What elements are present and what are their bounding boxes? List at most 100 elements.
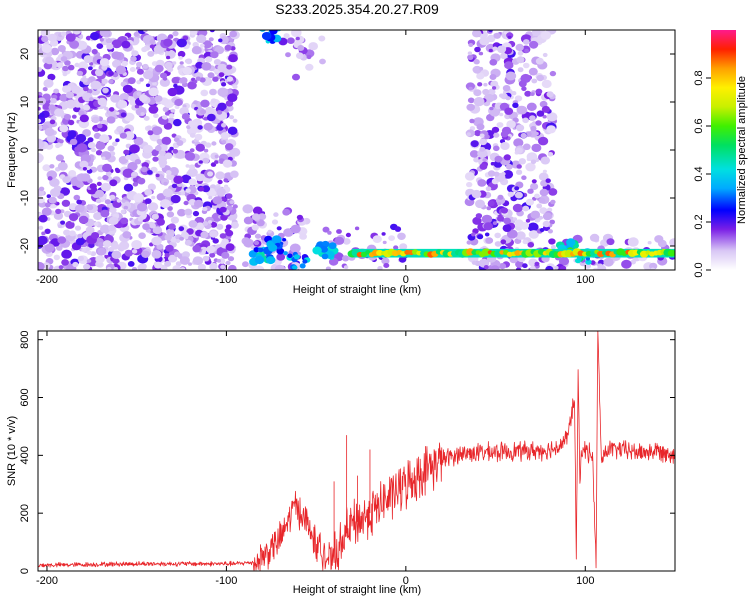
spectrogram-cell <box>108 79 114 84</box>
spectrogram-cell <box>61 199 71 207</box>
spectrogram-cell <box>548 188 558 196</box>
spectrogram-cell <box>293 254 300 260</box>
snr-x-label: Height of straight line (km) <box>293 584 421 596</box>
spectrogram-cell <box>178 56 183 60</box>
spectrogram-cell <box>287 37 295 44</box>
spectrogram-cell <box>152 81 157 86</box>
spectrogram-cell <box>243 238 254 248</box>
spectrogram-cell <box>212 76 219 82</box>
spectrogram-cell <box>221 140 227 144</box>
spectrogram-cell <box>494 155 503 163</box>
spectrogram-cell <box>511 91 517 96</box>
spectrogram-cell <box>95 150 103 156</box>
spectrogram-cell <box>282 238 287 242</box>
spectrogram-cell <box>53 254 60 261</box>
spectrogram-cell <box>175 261 182 267</box>
spectrogram-cell <box>49 164 55 169</box>
spectrogram-cell <box>526 102 537 112</box>
spectrogram-cell <box>514 191 523 199</box>
spectrogram-cell <box>377 266 383 270</box>
spectrogram-cell <box>365 250 371 255</box>
spectrogram-cell <box>96 43 104 49</box>
spectrogram-cell <box>89 97 94 102</box>
spectrogram-cell <box>58 265 64 270</box>
spectrogram-cell <box>342 238 351 245</box>
spectrogram-cell <box>243 216 253 225</box>
spectrogram-cell <box>117 100 128 109</box>
spectrogram-cell <box>535 120 542 126</box>
y-tick-label: 200 <box>19 504 31 522</box>
spectrogram-cell <box>188 178 197 186</box>
spectrogram-cell <box>505 71 517 81</box>
spectrogram-cell <box>182 66 192 75</box>
spectrogram-cell <box>512 102 519 109</box>
spectrogram-cell <box>55 143 61 149</box>
spectrogram-cell <box>322 226 330 233</box>
spectrogram-cell <box>184 152 196 161</box>
spectrogram-cell <box>122 231 132 239</box>
spectrogram-cell <box>167 34 174 39</box>
spectrogram-cell <box>505 96 511 101</box>
spectrogram-cell <box>189 132 196 138</box>
spectrogram-cell <box>196 34 207 44</box>
spectrogram-cell <box>252 206 263 215</box>
spectrogram-cell <box>523 62 530 69</box>
spectrogram-cell <box>140 166 148 173</box>
spectrogram-cell <box>62 85 71 93</box>
spectrogram-cell <box>168 223 176 230</box>
spectrogram-cell <box>232 204 238 209</box>
spectrogram-cell <box>276 253 286 261</box>
spectrogram-cell <box>174 98 183 107</box>
colorbar-tick-label: 0.4 <box>693 166 705 181</box>
spectrogram-cell <box>296 52 304 59</box>
spectrogram-cell <box>226 76 234 82</box>
spectrogram-cell <box>513 138 524 148</box>
spectrogram-cell <box>155 173 160 178</box>
spectrogram-cell <box>372 235 382 244</box>
spectrogram-cell <box>171 183 177 189</box>
spectrogram-cell <box>216 223 224 230</box>
spectrogram-cell <box>38 43 43 49</box>
spectrogram-cell <box>209 221 218 228</box>
y-tick-label: 800 <box>19 330 31 348</box>
spectrogram-cell <box>669 238 675 247</box>
spectrogram-cell <box>202 255 210 262</box>
spectrogram-cell <box>540 156 550 165</box>
spectrogram-cell <box>516 169 523 175</box>
spectrogram-cell <box>603 257 614 267</box>
spectrogram-cell <box>102 87 109 94</box>
spectrogram-cell <box>470 140 479 148</box>
spectrogram-cell <box>507 35 512 39</box>
spectrogram-cell <box>168 231 175 237</box>
spectrogram-cell <box>125 154 132 160</box>
spectrogram-cell <box>102 163 112 173</box>
spectrogram-cell <box>42 102 51 110</box>
spectrogram-cell <box>514 95 523 102</box>
spectrogram-cell <box>221 82 227 87</box>
spectrogram-cell <box>548 238 556 245</box>
spectrogram-cell <box>472 216 482 225</box>
spectrogram-cell <box>521 175 527 180</box>
spectrogram-cell <box>90 80 102 90</box>
spectrogram-cell <box>170 194 181 204</box>
spectrogram-cell <box>81 248 87 253</box>
spectrogram-cell <box>76 199 83 205</box>
spectrogram-cell <box>100 224 111 234</box>
spectrogram-cell <box>518 158 526 165</box>
spectrogram-cell <box>206 245 216 254</box>
spectrogram-cell <box>45 56 54 65</box>
spectrogram-cell <box>592 267 599 270</box>
spectrogram-cell <box>166 211 175 218</box>
spectrogram-cell <box>95 69 104 77</box>
spectrogram-cell <box>86 250 92 255</box>
spectrogram-cell <box>214 154 219 159</box>
spectrogram-cell <box>225 193 233 200</box>
spectrogram-cell <box>173 83 178 88</box>
spectrogram-cell <box>170 216 179 224</box>
spectrogram-cell <box>536 203 543 209</box>
spectrogram-cell <box>141 250 151 258</box>
spectrogram-cell <box>38 235 48 245</box>
spectrogram-cell <box>90 31 100 41</box>
spectrogram-cell <box>483 222 493 231</box>
spectrogram-cell <box>74 204 85 213</box>
